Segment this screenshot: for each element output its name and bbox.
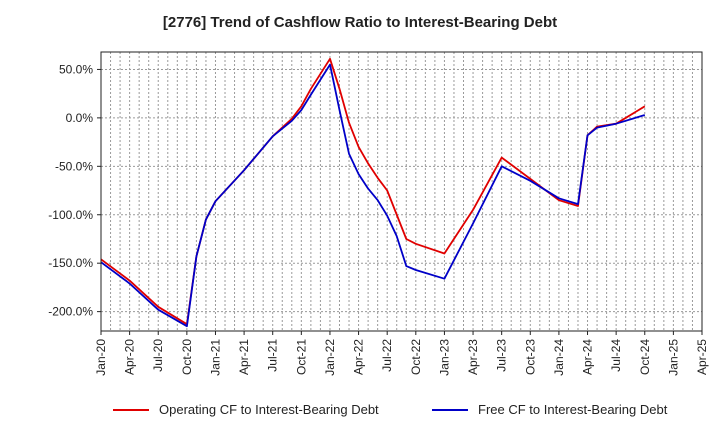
legend-item-operating-cf: Operating CF to Interest-Bearing Debt bbox=[113, 402, 379, 417]
x-tick-label: Jul-22 bbox=[380, 339, 394, 372]
legend-item-free-cf: Free CF to Interest-Bearing Debt bbox=[432, 402, 667, 417]
x-tick-label: Apr-24 bbox=[581, 339, 595, 375]
x-tick-label: Apr-25 bbox=[695, 339, 709, 375]
x-tick-label: Oct-23 bbox=[523, 339, 537, 375]
y-tick-label: -150.0% bbox=[48, 256, 93, 270]
x-tick-label: Apr-21 bbox=[237, 339, 251, 375]
x-tick-label: Jan-20 bbox=[94, 339, 108, 376]
x-tick-label: Oct-20 bbox=[180, 339, 194, 375]
series-layer bbox=[100, 57, 646, 328]
x-tick-label: Jul-23 bbox=[495, 339, 509, 372]
series-line-operating-cf bbox=[100, 57, 646, 326]
y-tick-label: -100.0% bbox=[48, 208, 93, 222]
x-tick-label: Jan-23 bbox=[437, 339, 451, 376]
x-tick-label: Oct-21 bbox=[294, 339, 308, 375]
legend: Operating CF to Interest-Bearing Debt Fr… bbox=[0, 402, 720, 426]
x-tick-label: Jan-21 bbox=[208, 339, 222, 376]
grid-layer bbox=[101, 52, 702, 331]
x-tick-label: Apr-23 bbox=[466, 339, 480, 375]
legend-swatch-operating-cf bbox=[113, 408, 149, 411]
y-tick-label: -200.0% bbox=[48, 305, 93, 319]
legend-swatch-free-cf bbox=[432, 408, 468, 411]
legend-label-free-cf: Free CF to Interest-Bearing Debt bbox=[478, 402, 668, 417]
x-tick-label: Jan-25 bbox=[666, 339, 680, 376]
y-tick-label: 0.0% bbox=[66, 111, 94, 125]
x-tick-label: Jul-24 bbox=[609, 339, 623, 372]
x-axis-ticks: Jan-20 Apr-20 Jul-20 Oct-20 Jan-21 Apr-21 Jul-… bbox=[94, 331, 709, 376]
x-tick-label: Jan-24 bbox=[552, 339, 566, 376]
x-tick-label: Oct-24 bbox=[638, 339, 652, 375]
x-tick-label: Apr-20 bbox=[123, 339, 137, 375]
chart-title: [2776] Trend of Cashflow Ratio to Intere… bbox=[162, 14, 558, 31]
series-line-free-cf bbox=[100, 63, 646, 328]
y-axis-ticks: -200.0% -150.0% -100.0% -50.0% 0.0% 50.0% bbox=[48, 62, 101, 319]
x-tick-label: Jul-20 bbox=[151, 339, 165, 372]
legend-label-operating-cf: Operating CF to Interest-Bearing Debt bbox=[159, 402, 379, 417]
y-tick-label: -50.0% bbox=[55, 159, 93, 173]
x-tick-label: Jul-21 bbox=[266, 339, 280, 372]
x-tick-label: Apr-22 bbox=[352, 339, 366, 375]
x-tick-label: Oct-22 bbox=[409, 339, 423, 375]
y-tick-label: 50.0% bbox=[59, 62, 93, 76]
plot-frame bbox=[100, 51, 703, 332]
x-tick-label: Jan-22 bbox=[323, 339, 337, 376]
